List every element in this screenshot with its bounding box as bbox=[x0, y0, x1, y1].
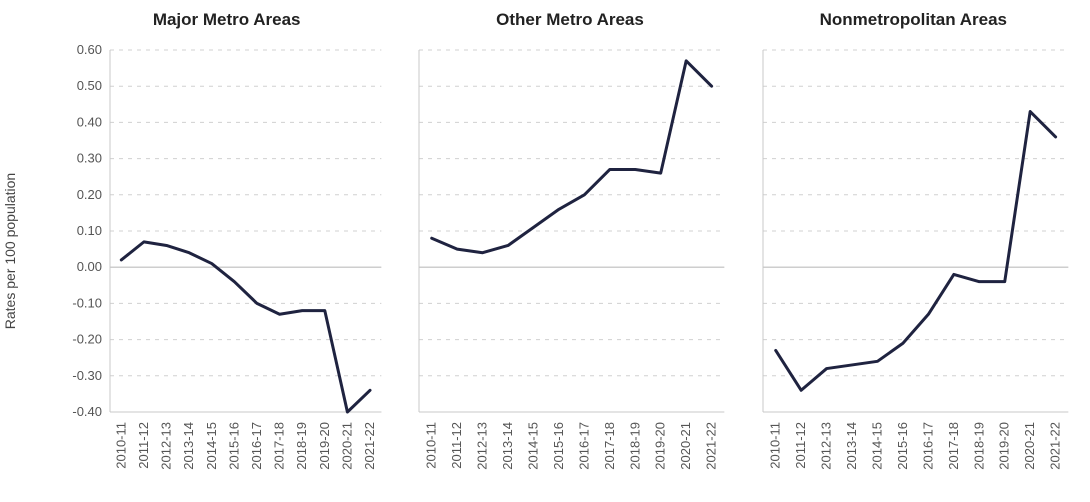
series-line bbox=[432, 61, 712, 253]
y-tick-label: -0.30 bbox=[72, 368, 102, 383]
x-tick-label: 2020-21 bbox=[339, 422, 354, 470]
x-tick-label: 2019-20 bbox=[317, 422, 332, 470]
panel-row: Major Metro Areas -0.40 -0.30 -0.20 -0.10 0.0… bbox=[60, 0, 1080, 502]
panel: Other Metro Areas2010-112011-122012-1320… bbox=[403, 0, 736, 502]
x-tick-label: 2012-13 bbox=[818, 422, 833, 470]
y-tick-label: 0.00 bbox=[77, 259, 102, 274]
x-tick-label: 2014-15 bbox=[204, 422, 219, 470]
x-tick-label: 2012-13 bbox=[159, 422, 174, 470]
x-tick-label: 2016-17 bbox=[577, 422, 592, 470]
y-tick-label: 0.50 bbox=[77, 78, 102, 93]
y-tick-label: 0.10 bbox=[77, 223, 102, 238]
panel-svg: 2010-11 2011-12 2012-13 2013-14 2014-15 2015-… bbox=[747, 0, 1080, 502]
chart-container: Rates per 100 population Major Metro Are… bbox=[0, 0, 1090, 502]
y-tick-label: 0.30 bbox=[77, 151, 102, 166]
panel-title: Major Metro Areas bbox=[60, 10, 393, 30]
x-tick-label: 2020-21 bbox=[1022, 422, 1037, 470]
y-tick-label: -0.40 bbox=[72, 404, 102, 419]
panel-svg: 2010-11 2011-12 2012-13 2013-14 2014-15 2015-… bbox=[403, 0, 736, 502]
x-tick-label: 2019-20 bbox=[996, 422, 1011, 470]
series-line bbox=[775, 112, 1055, 391]
x-tick-label: 2017-18 bbox=[602, 422, 617, 470]
panel-title: Nonmetropolitan Areas bbox=[747, 10, 1080, 30]
x-tick-label: 2010-11 bbox=[767, 422, 782, 469]
x-tick-label: 2013-14 bbox=[181, 422, 196, 470]
x-tick-label: 2017-18 bbox=[945, 422, 960, 470]
panel-svg: -0.40 -0.30 -0.20 -0.10 0.00 0.10 0.20 0.30 0.40… bbox=[60, 0, 393, 502]
x-tick-label: 2010-11 bbox=[113, 422, 128, 469]
x-tick-label: 2021-22 bbox=[1047, 422, 1062, 470]
x-tick-label: 2021-22 bbox=[704, 422, 719, 470]
y-tick-label: 0.20 bbox=[77, 187, 102, 202]
x-tick-label: 2014-15 bbox=[526, 422, 541, 470]
x-tick-label: 2017-18 bbox=[272, 422, 287, 470]
x-tick-label: 2015-16 bbox=[226, 422, 241, 470]
y-axis-label: Rates per 100 population bbox=[2, 173, 18, 329]
panel-title: Other Metro Areas bbox=[403, 10, 736, 30]
x-tick-label: 2018-19 bbox=[971, 422, 986, 470]
y-tick-label: 0.40 bbox=[77, 114, 102, 129]
panel: Major Metro Areas -0.40 -0.30 -0.20 -0.10 0.0… bbox=[60, 0, 393, 502]
x-tick-label: 2012-13 bbox=[475, 422, 490, 470]
x-tick-label: 2011-12 bbox=[793, 422, 808, 469]
x-tick-label: 2021-22 bbox=[362, 422, 377, 470]
y-tick-label: -0.10 bbox=[72, 295, 102, 310]
panel: Nonmetropolitan Areas 2010-11 2011-12 2012-… bbox=[747, 0, 1080, 502]
x-tick-label: 2019-20 bbox=[653, 422, 668, 470]
x-tick-label: 2014-15 bbox=[869, 422, 884, 470]
y-tick-label: 0.60 bbox=[77, 42, 102, 57]
x-tick-label: 2016-17 bbox=[249, 422, 264, 470]
x-tick-label: 2010-11 bbox=[424, 422, 439, 469]
x-tick-label: 2015-16 bbox=[895, 422, 910, 470]
x-tick-label: 2020-21 bbox=[678, 422, 693, 470]
x-tick-label: 2013-14 bbox=[844, 422, 859, 470]
y-tick-label: -0.20 bbox=[72, 332, 102, 347]
x-tick-label: 2018-19 bbox=[628, 422, 643, 470]
x-tick-label: 2011-12 bbox=[449, 422, 464, 469]
x-tick-label: 2018-19 bbox=[294, 422, 309, 470]
x-tick-label: 2011-12 bbox=[136, 422, 151, 469]
x-tick-label: 2016-17 bbox=[920, 422, 935, 470]
x-tick-label: 2015-16 bbox=[551, 422, 566, 470]
x-tick-label: 2013-14 bbox=[500, 422, 515, 470]
